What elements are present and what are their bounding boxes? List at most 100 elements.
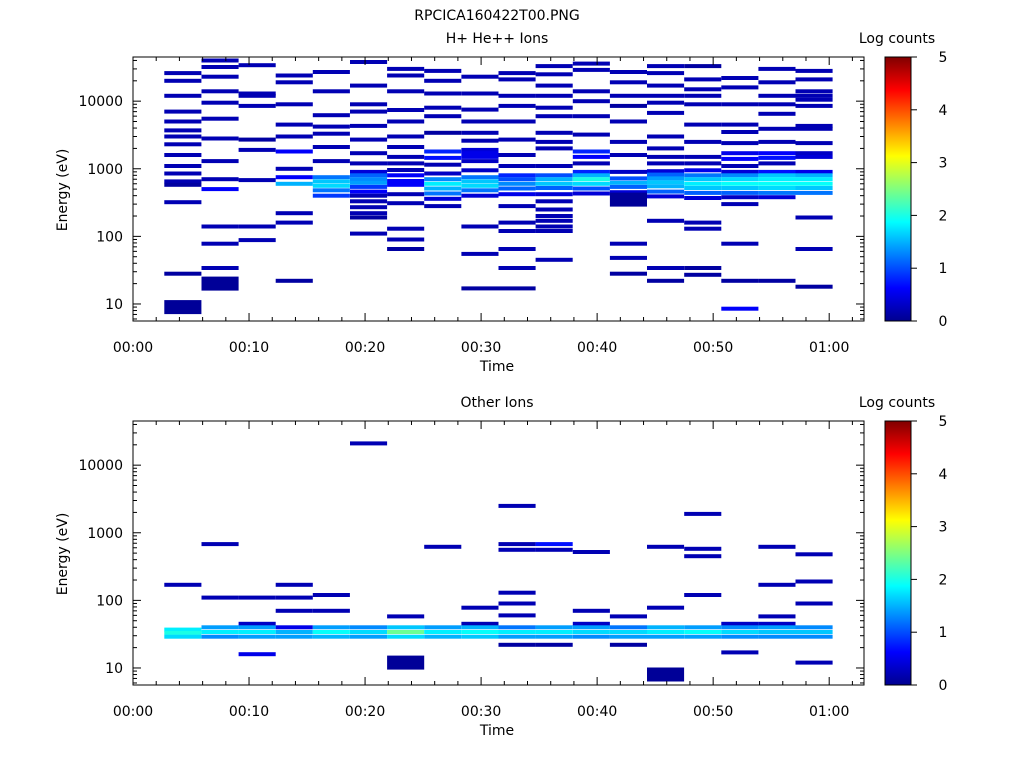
energy-bin <box>647 93 685 98</box>
energy-bin <box>387 179 425 183</box>
energy-bin <box>387 237 425 242</box>
energy-bin <box>795 89 833 94</box>
energy-bin <box>164 171 202 176</box>
energy-bin <box>201 89 239 94</box>
colorbar-tick-label: 4 <box>939 103 948 119</box>
energy-bin <box>758 161 796 166</box>
energy-bin <box>795 601 833 606</box>
energy-bin <box>424 68 462 73</box>
energy-bin <box>795 169 833 174</box>
energy-bin <box>609 169 647 174</box>
energy-bin <box>535 207 573 212</box>
energy-bin <box>201 100 239 105</box>
energy-bin <box>721 278 759 283</box>
energy-bin <box>424 630 462 634</box>
energy-bin <box>647 172 685 177</box>
energy-bin <box>535 218 573 223</box>
energy-bin <box>387 168 425 172</box>
energy-bin <box>609 184 647 189</box>
energy-bin <box>684 630 722 634</box>
energy-bin <box>164 630 202 635</box>
panel-h-he-ions: H+ He++ Ions 00:00 00:10 00:20 00:30 00:40 00… <box>55 31 948 375</box>
energy-bin <box>647 544 685 549</box>
energy-bin <box>572 132 610 137</box>
energy-bin <box>609 70 647 74</box>
colorbar-tick-label: 3 <box>939 156 948 172</box>
energy-bin <box>275 278 313 283</box>
energy-bin <box>795 77 833 82</box>
colorbar-tick-label: 5 <box>939 414 948 430</box>
colorbar-tick-label: 4 <box>939 467 948 483</box>
energy-bin <box>758 155 796 160</box>
energy-bin <box>387 247 425 251</box>
energy-bin <box>461 107 499 112</box>
energy-bin <box>758 173 796 178</box>
energy-bin <box>758 169 796 174</box>
energy-bin <box>312 183 350 188</box>
energy-bin <box>350 211 388 216</box>
y-tick-label: 1000 <box>87 526 123 542</box>
energy-bin <box>275 80 313 85</box>
energy-bin <box>201 159 239 164</box>
energy-bin <box>758 102 796 107</box>
energy-bin <box>498 177 536 182</box>
energy-bin <box>721 306 759 311</box>
energy-bin <box>535 64 573 69</box>
energy-bin <box>461 188 499 193</box>
energy-bin <box>461 130 499 135</box>
energy-bin <box>572 177 610 182</box>
energy-bin <box>387 161 425 166</box>
x-tick-label: 00:50 <box>693 340 733 356</box>
energy-bin <box>424 155 462 160</box>
energy-bin <box>758 181 796 186</box>
energy-bin <box>647 110 685 115</box>
energy-bin <box>424 634 462 639</box>
colorbar-tick-label: 0 <box>939 678 948 694</box>
energy-bin <box>795 625 833 630</box>
energy-bin <box>795 215 833 220</box>
energy-bin <box>350 83 388 88</box>
energy-bin <box>572 154 610 159</box>
energy-bin <box>758 278 796 283</box>
y-tick-label: 1000 <box>87 162 123 178</box>
energy-bin <box>721 181 759 186</box>
energy-bin <box>350 634 388 639</box>
energy-bin <box>609 192 647 207</box>
x-tick-label: 00:00 <box>113 704 153 720</box>
energy-bin <box>424 114 462 119</box>
x-axis-label: Time <box>479 723 514 739</box>
energy-bin <box>350 151 388 156</box>
energy-bin <box>498 503 536 508</box>
energy-bin <box>684 196 722 200</box>
energy-bin <box>609 103 647 108</box>
energy-bin <box>498 119 536 124</box>
energy-bin <box>721 630 759 634</box>
energy-bin <box>350 231 388 236</box>
energy-bin <box>350 123 388 128</box>
energy-bin <box>164 300 202 315</box>
energy-bin <box>312 131 350 136</box>
energy-bin <box>721 122 759 127</box>
energy-bin <box>572 99 610 104</box>
energy-bin <box>350 180 388 185</box>
energy-bin <box>684 93 722 98</box>
energy-bin <box>498 547 536 552</box>
energy-bin <box>535 130 573 135</box>
energy-bin <box>461 630 499 634</box>
energy-bin <box>795 103 833 108</box>
energy-bin <box>461 224 499 229</box>
energy-bin <box>609 190 647 195</box>
x-tick-label: 00:10 <box>229 340 269 356</box>
energy-bin <box>350 199 388 204</box>
energy-bin <box>647 605 685 610</box>
energy-bin <box>350 60 388 64</box>
energy-bin <box>238 634 276 639</box>
energy-bin <box>795 247 833 251</box>
energy-bin <box>201 630 239 634</box>
energy-bin <box>572 625 610 630</box>
energy-bin <box>164 128 202 133</box>
energy-bin <box>387 614 425 619</box>
energy-bin <box>461 154 499 159</box>
energy-bin <box>238 91 276 96</box>
y-tick-label: 10000 <box>78 94 123 110</box>
